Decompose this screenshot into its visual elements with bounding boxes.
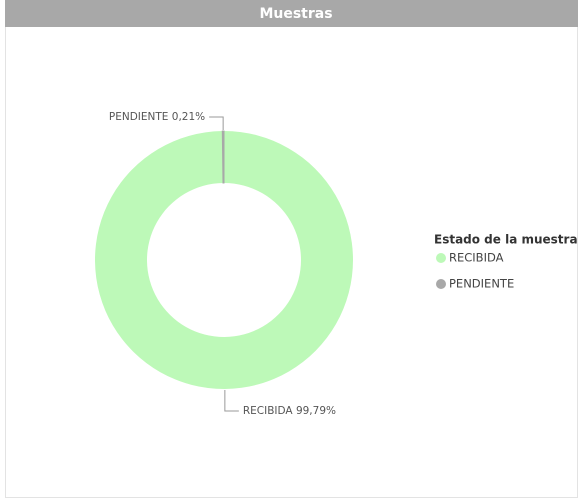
donut-slice (221, 130, 225, 184)
header-bar (5, 0, 578, 27)
data-label: PENDIENTE 0,21% (109, 111, 205, 123)
data-label-category: PENDIENTE (109, 111, 169, 123)
legend-label: PENDIENTE (449, 277, 514, 291)
legend-title: Estado de la muestra (434, 233, 578, 247)
legend-swatch (436, 253, 446, 263)
leader-line (209, 116, 224, 131)
leader-line (224, 389, 239, 412)
legend-swatch (436, 279, 446, 289)
legend-label: RECIBIDA (449, 251, 504, 265)
data-label: RECIBIDA 99,79% (243, 405, 336, 417)
data-label-category: RECIBIDA (243, 405, 294, 417)
data-label-value: 0,21% (172, 111, 205, 123)
data-label-value: 99,79% (296, 405, 336, 417)
donut-slice (94, 131, 353, 389)
chart-frame (5, 0, 578, 498)
chart-title: Muestras (259, 6, 332, 22)
